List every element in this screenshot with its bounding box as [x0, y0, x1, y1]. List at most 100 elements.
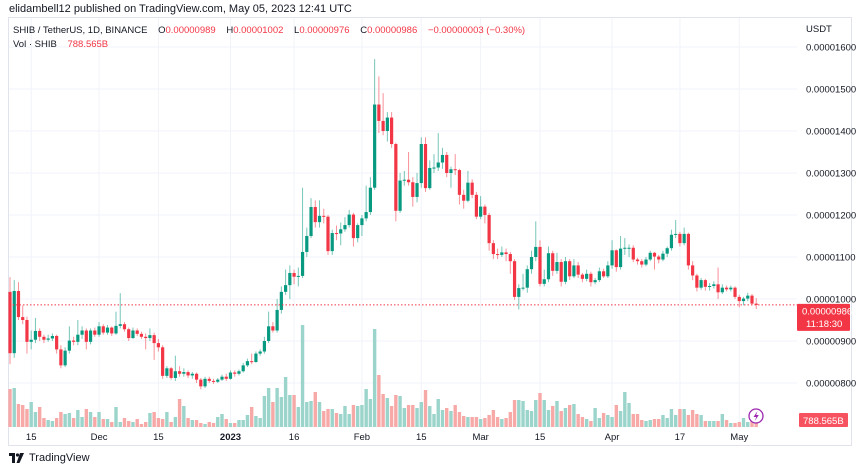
candle [211, 378, 216, 384]
time-tick-label: 15 [416, 432, 427, 443]
candle-body [483, 206, 487, 215]
volume-badge: 788.565B [799, 413, 848, 427]
candle-body [657, 256, 661, 260]
candle-body [627, 247, 631, 249]
candle [436, 133, 440, 171]
candle-body [262, 341, 266, 352]
volume-bar [733, 423, 737, 427]
candle-body [695, 275, 699, 288]
volume-bar [589, 421, 593, 427]
candle-body [267, 326, 271, 341]
candle [322, 208, 326, 224]
candle [118, 293, 122, 329]
candle [618, 236, 623, 270]
candle-body [178, 371, 182, 374]
candle-body [326, 216, 330, 252]
volume-bar [296, 407, 301, 427]
volume-bar [101, 419, 105, 427]
volume-bar [580, 417, 585, 427]
volume-bar [411, 405, 415, 427]
volume-bar [699, 415, 703, 427]
candle-body [148, 335, 152, 339]
volume-bar [288, 395, 292, 427]
candle-body [729, 287, 733, 290]
low-value: 0.00000976 [299, 25, 350, 36]
candle-body [305, 236, 309, 252]
tradingview-brand[interactable]: TradingView [9, 452, 90, 464]
candle-body [199, 379, 203, 387]
candle [368, 177, 372, 215]
volume-bar [385, 398, 390, 427]
volume-bar [254, 416, 258, 427]
candle-body [186, 372, 190, 376]
lightning-icon[interactable] [748, 408, 764, 424]
candle-body [67, 340, 71, 351]
candle [674, 220, 678, 239]
candle-body [597, 271, 601, 281]
candle [546, 246, 551, 283]
candle-body [525, 269, 529, 288]
candle [491, 240, 495, 260]
volume-bar [334, 413, 339, 427]
candle [334, 225, 339, 241]
volume-bar [746, 422, 750, 427]
candle [275, 299, 279, 333]
candle [741, 296, 746, 306]
candle-body [381, 120, 385, 131]
volume-bar [724, 420, 729, 427]
candle-body [139, 333, 144, 337]
volume-bar [593, 408, 597, 427]
volume-bar [707, 421, 712, 427]
candle [449, 166, 453, 188]
volume-bar [326, 409, 330, 427]
candle-body [606, 265, 610, 277]
candle [542, 269, 546, 287]
candle-body [661, 253, 665, 260]
candle [390, 112, 394, 148]
volume-bar [678, 409, 682, 427]
volume-value: 788.565B [67, 39, 109, 50]
candle [602, 268, 606, 278]
volume-bar [504, 418, 508, 427]
volume-bar [84, 409, 89, 427]
volume-label[interactable]: Vol · SHIB [13, 39, 57, 50]
volume-bar [63, 414, 67, 427]
candle [716, 267, 720, 299]
price-axis[interactable]: USDT 0.00001600 0.00001500 0.00001400 0.000… [806, 24, 856, 390]
candle [466, 170, 470, 203]
volume-bar [29, 402, 33, 427]
volume-bar [559, 411, 563, 427]
candle-body [546, 253, 551, 280]
candle-body [131, 330, 135, 339]
candle [152, 332, 156, 360]
volume-bar [37, 407, 42, 427]
candle-body [445, 154, 449, 173]
candle [678, 231, 682, 247]
volume-bar [160, 419, 165, 427]
volume-bar [211, 423, 216, 427]
volume-bar [661, 415, 665, 427]
time-axis[interactable]: 15 Dec 15 2023 16 Feb 15 Mar 15 Apr 17 May [26, 432, 749, 443]
candle-body [394, 144, 398, 211]
candle [194, 372, 199, 383]
volume-bar [470, 417, 474, 427]
legend-volume-row: Vol · SHIB 788.565B [13, 38, 525, 52]
candle-body [708, 285, 712, 287]
candle [648, 250, 652, 262]
high-label: H [226, 25, 234, 36]
candle-body [487, 215, 491, 244]
volume-bar [445, 408, 449, 427]
symbol-description[interactable]: SHIB / TetherUS, 1D, BINANCE [13, 25, 148, 36]
candle-body [491, 243, 495, 255]
candle-body [300, 251, 305, 276]
volume-bar [436, 399, 440, 427]
candle-body [618, 248, 623, 268]
candle-body [551, 253, 555, 271]
candle [76, 320, 80, 346]
volume-bar [169, 422, 173, 427]
candle-body [568, 261, 572, 277]
candle-body [309, 207, 313, 236]
candle [500, 246, 504, 257]
candle-body [233, 372, 237, 374]
